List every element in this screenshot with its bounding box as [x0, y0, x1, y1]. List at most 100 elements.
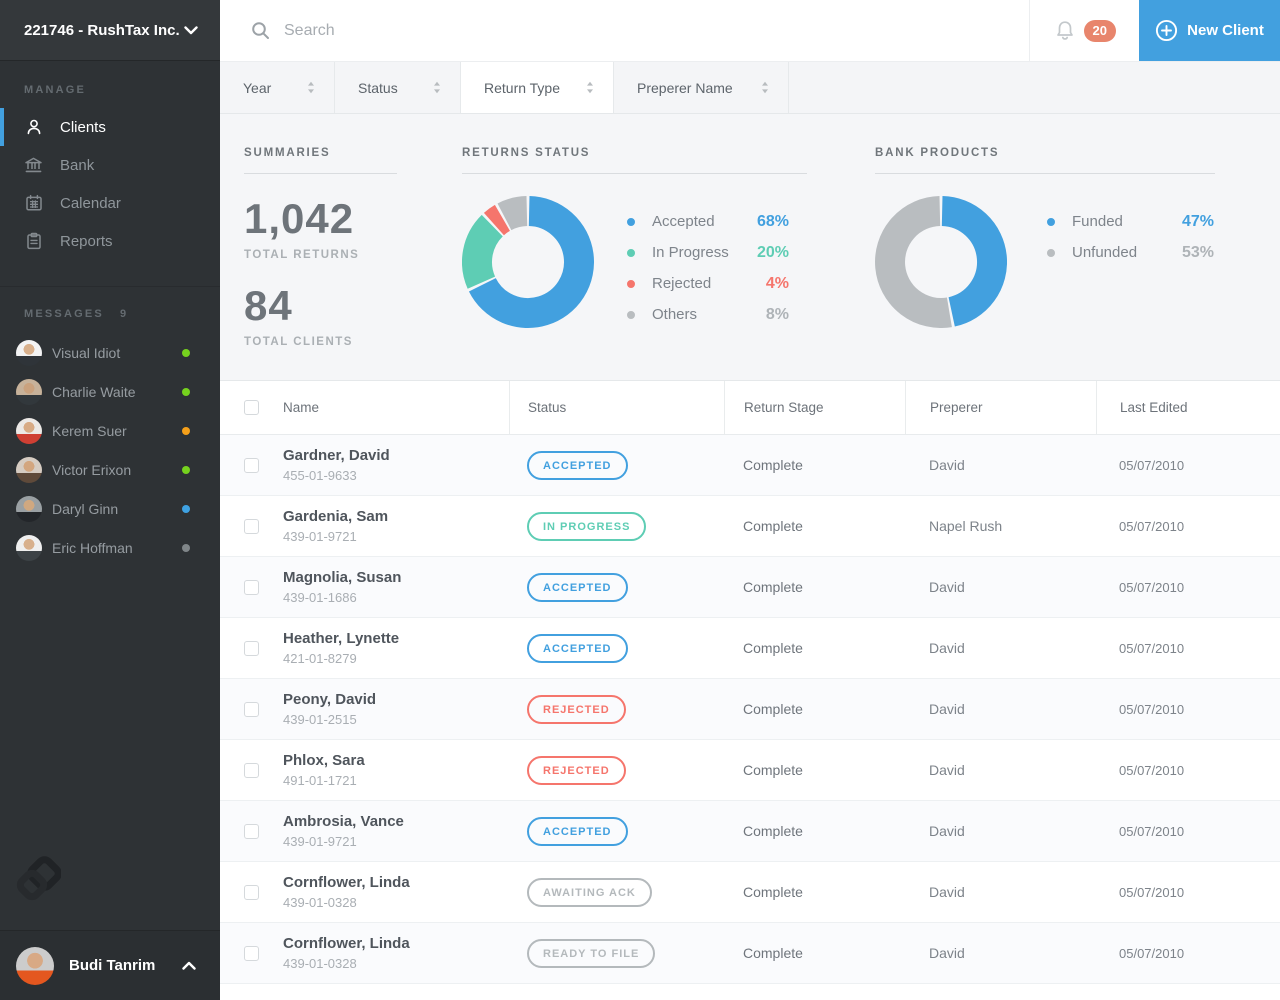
avatar [16, 378, 42, 405]
legend-marker-icon [1047, 217, 1055, 226]
row-checkbox[interactable] [244, 884, 259, 900]
message-user-name: Visual Idiot [52, 344, 121, 361]
account-switcher[interactable]: 221746 - RushTax Inc. [0, 0, 220, 61]
sort-icon [307, 81, 315, 94]
message-item-daryl-ginn[interactable]: Daryl Ginn [0, 489, 220, 528]
legend-value: 68% [757, 212, 790, 230]
return-stage: Complete [743, 762, 803, 778]
name-stack: Magnolia, Susan 439-01-1686 [283, 569, 401, 605]
column-header-preperer[interactable]: Preperer [905, 381, 1096, 434]
summaries-section: SUMMARIES 1,042 TOTAL RETURNS 84 TOTAL CLIE… [244, 147, 397, 380]
row-checkbox[interactable] [244, 640, 259, 656]
legend-item-funded: Funded 47% [1047, 206, 1214, 237]
filter-status[interactable]: Status [335, 62, 461, 113]
sidebar-item-clients[interactable]: Clients [0, 108, 220, 146]
legend-label: Funded [1072, 213, 1123, 230]
select-all-checkbox[interactable] [244, 400, 259, 415]
client-ssn: 439-01-1686 [283, 590, 357, 605]
avatar [16, 417, 42, 444]
plus-circle-icon [1156, 19, 1178, 42]
row-checkbox[interactable] [244, 762, 259, 778]
message-item-eric-hoffman[interactable]: Eric Hoffman [0, 528, 220, 567]
table-row[interactable]: Cornflower, Linda 439-01-0328 READY TO FIL… [220, 923, 1280, 984]
column-header-name[interactable]: Name [280, 381, 509, 434]
table-row[interactable]: Cornflower, Linda 439-01-0328 AWAITING ACK… [220, 862, 1280, 923]
message-user-name: Kerem Suer [52, 422, 127, 439]
client-ssn: 439-01-0328 [283, 956, 357, 971]
table-row[interactable]: Magnolia, Susan 439-01-1686 ACCEPTED Comple… [220, 557, 1280, 618]
client-name: Ambrosia, Vance [283, 813, 404, 830]
user-avatar [16, 946, 54, 985]
sidebar-item-label: Clients [60, 118, 106, 136]
name-stack: Cornflower, Linda 439-01-0328 [283, 935, 410, 971]
row-checkbox[interactable] [244, 945, 259, 961]
last-edited-date: 05/07/2010 [1119, 640, 1185, 656]
returns-status-section: RETURNS STATUS Accepted 68% In Progress 20%… [462, 147, 807, 380]
preperer-name: David [929, 701, 965, 717]
legend-item-in-progress: In Progress 20% [627, 237, 789, 268]
message-item-visual-idiot[interactable]: Visual Idiot [0, 333, 220, 372]
message-item-charlie-waite[interactable]: Charlie Waite [0, 372, 220, 411]
messages-label: MESSAGES [24, 308, 104, 320]
row-checkbox[interactable] [244, 701, 259, 717]
user-menu[interactable]: Budi Tanrim [0, 930, 220, 1000]
last-edited-date: 05/07/2010 [1119, 762, 1185, 778]
row-checkbox-cell [220, 579, 280, 595]
new-client-button[interactable]: New Client [1139, 0, 1280, 61]
filter-preperer-name[interactable]: Preperer Name [614, 62, 789, 113]
preperer-cell: David [905, 884, 1096, 900]
last-edited-date: 05/07/2010 [1119, 518, 1185, 534]
sidebar-item-reports[interactable]: Reports [0, 222, 220, 260]
return-stage-cell: Complete [724, 701, 905, 717]
row-checkbox-cell [220, 762, 280, 778]
presence-dot [182, 543, 190, 552]
message-item-victor-erixon[interactable]: Victor Erixon [0, 450, 220, 489]
filter-year[interactable]: Year [220, 62, 335, 113]
return-stage: Complete [743, 518, 803, 534]
notifications-button[interactable]: 20 [1028, 0, 1139, 61]
row-checkbox[interactable] [244, 457, 259, 473]
message-user-name: Charlie Waite [52, 383, 136, 400]
column-header-status[interactable]: Status [509, 381, 724, 434]
table-row[interactable]: Gardner, David 455-01-9633 ACCEPTED Complet… [220, 435, 1280, 496]
legend-item-unfunded: Unfunded 53% [1047, 237, 1214, 268]
sidebar-item-bank[interactable]: Bank [0, 146, 220, 184]
table-row[interactable]: Peony, David 439-01-2515 REJECTED Complete D… [220, 679, 1280, 740]
return-stage-cell: Complete [724, 762, 905, 778]
clients-icon [24, 118, 43, 137]
search-input[interactable] [284, 21, 1029, 40]
main-content: 20 New Client Year Status Return Type Prepe… [220, 0, 1280, 1000]
sidebar-item-calendar[interactable]: Calendar [0, 184, 220, 222]
preperer-name: David [929, 762, 965, 778]
client-name-cell: Gardner, David 455-01-9633 [280, 447, 509, 483]
status-badge: REJECTED [527, 694, 626, 724]
row-checkbox[interactable] [244, 518, 259, 534]
status-cell: REJECTED [509, 694, 724, 724]
column-header-label: Name [283, 400, 320, 415]
filter-return-type[interactable]: Return Type [461, 62, 614, 113]
row-checkbox[interactable] [244, 823, 259, 839]
message-user-name: Daryl Ginn [52, 500, 119, 517]
donut-segment-rejected [483, 204, 511, 236]
row-checkbox[interactable] [244, 579, 259, 595]
client-name: Gardner, David [283, 447, 390, 464]
table-row[interactable]: Ambrosia, Vance 439-01-9721 ACCEPTED Comple… [220, 801, 1280, 862]
status-cell: IN PROGRESS [509, 511, 724, 541]
legend-value: 47% [1182, 212, 1215, 230]
table-row[interactable]: Heather, Lynette 421-01-8279 ACCEPTED Compl… [220, 618, 1280, 679]
table-row[interactable]: Gardenia, Sam 439-01-9721 IN PROGRESS Compl… [220, 496, 1280, 557]
status-badge: ACCEPTED [527, 450, 628, 480]
last-edited-cell: 05/07/2010 [1096, 763, 1280, 778]
client-name: Cornflower, Linda [283, 874, 410, 891]
chevron-down-icon [184, 25, 198, 34]
bank-products-heading: BANK PRODUCTS [875, 147, 1215, 174]
table-row[interactable]: Phlox, Sara 491-01-1721 REJECTED Complete Da… [220, 740, 1280, 801]
message-item-kerem-suer[interactable]: Kerem Suer [0, 411, 220, 450]
column-header-last-edited[interactable]: Last Edited [1096, 381, 1280, 434]
legend-label: Accepted [652, 213, 715, 230]
donut-chart [462, 196, 594, 328]
client-name-cell: Heather, Lynette 421-01-8279 [280, 630, 509, 666]
new-client-label: New Client [1187, 22, 1264, 39]
legend-marker-icon [1047, 248, 1055, 257]
column-header-return-stage[interactable]: Return Stage [724, 381, 905, 434]
